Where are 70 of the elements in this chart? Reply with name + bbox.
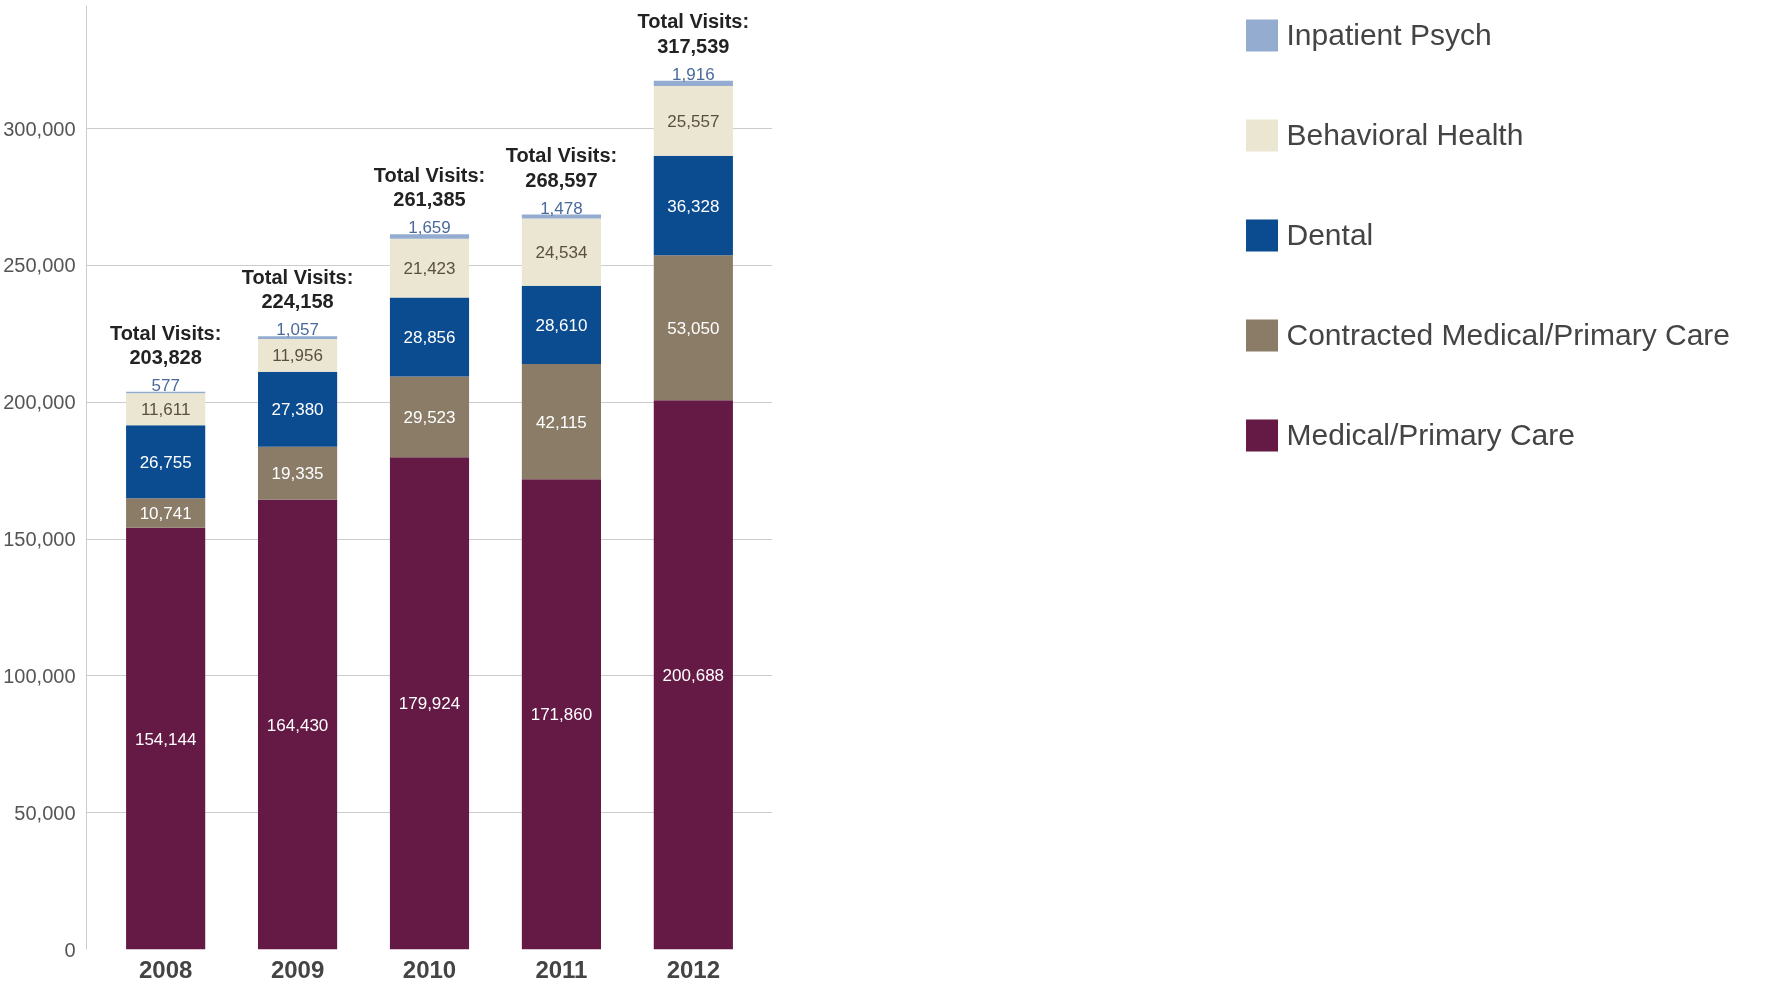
- x-tick-label: 2009: [270, 955, 325, 983]
- y-tick-label: 250,000: [3, 254, 76, 277]
- data-label: 19,335: [271, 464, 324, 484]
- bar: [389, 238, 470, 298]
- data-label: 171,860: [530, 705, 593, 725]
- total-label: Total Visits: 268,597: [505, 144, 618, 191]
- total-label: Total Visits: 203,828: [109, 321, 222, 368]
- x-tick-label: 2010: [402, 955, 457, 983]
- x-tick-label: 2012: [666, 955, 721, 983]
- data-label: 1,659: [408, 218, 451, 238]
- data-label: 10,741: [139, 504, 192, 524]
- y-tick-label: 50,000: [14, 801, 76, 824]
- data-label: 1,057: [276, 320, 319, 340]
- bar: [126, 425, 206, 499]
- data-label: 24,534: [535, 243, 588, 263]
- data-label: 36,328: [667, 196, 720, 216]
- legend-label: Contracted Medical/Primary Care: [1286, 318, 1730, 352]
- x-tick-label: 2011: [535, 955, 588, 983]
- y-tick-label: 300,000: [3, 117, 76, 140]
- data-label: 577: [151, 375, 180, 395]
- bar: [653, 400, 733, 950]
- legend-label: Inpatient Psych: [1286, 18, 1492, 52]
- total-label: Total Visits: 224,158: [241, 265, 354, 313]
- y-tick-label: 150,000: [3, 528, 76, 551]
- bar: [653, 255, 733, 401]
- bar: [258, 371, 338, 447]
- legend-label: Dental: [1286, 218, 1374, 252]
- bar: [521, 479, 601, 950]
- bar: [521, 364, 601, 480]
- bar: [126, 393, 206, 426]
- data-label: 28,856: [403, 327, 456, 347]
- bar: [389, 457, 470, 950]
- bar: [389, 376, 470, 458]
- bar: [389, 234, 470, 239]
- bar: [521, 285, 601, 365]
- bar: [258, 499, 338, 950]
- y-tick-label: 200,000: [3, 391, 76, 414]
- data-label: 53,050: [667, 318, 720, 338]
- data-label: 11,956: [272, 346, 323, 366]
- x-tick-label: 2008: [138, 955, 193, 983]
- bar: [521, 218, 601, 286]
- data-label: 154,144: [134, 729, 197, 749]
- data-label: 1,916: [672, 64, 715, 84]
- data-label: 25,557: [667, 111, 720, 131]
- y-tick-label: 100,000: [3, 664, 76, 687]
- data-label: 29,523: [403, 407, 456, 427]
- data-label: 179,924: [398, 694, 461, 714]
- bar: [653, 155, 733, 256]
- bar: [653, 85, 733, 156]
- total-label: Total Visits: 261,385: [373, 164, 486, 211]
- bar: [521, 214, 601, 219]
- data-label: 21,423: [403, 259, 456, 279]
- bar: [126, 527, 206, 950]
- bar: [653, 80, 733, 86]
- bar: [126, 498, 206, 528]
- data-label: 26,755: [139, 452, 192, 472]
- data-label: 164,430: [266, 715, 329, 735]
- y-tick-label: 0: [64, 938, 76, 961]
- total-label: Total Visits: 317,539: [637, 10, 750, 57]
- bar: [258, 336, 338, 340]
- data-label: 42,115: [536, 412, 587, 432]
- bar: [389, 297, 470, 377]
- legend-label: Medical/Primary Care: [1286, 418, 1575, 452]
- legend-label: Behavioral Health: [1286, 118, 1524, 152]
- data-label: 11,611: [140, 400, 191, 420]
- data-label: 27,380: [271, 400, 324, 420]
- data-label: 1,478: [540, 198, 583, 218]
- data-label: 200,688: [662, 665, 725, 685]
- bar: [258, 446, 338, 500]
- data-label: 28,610: [535, 315, 588, 335]
